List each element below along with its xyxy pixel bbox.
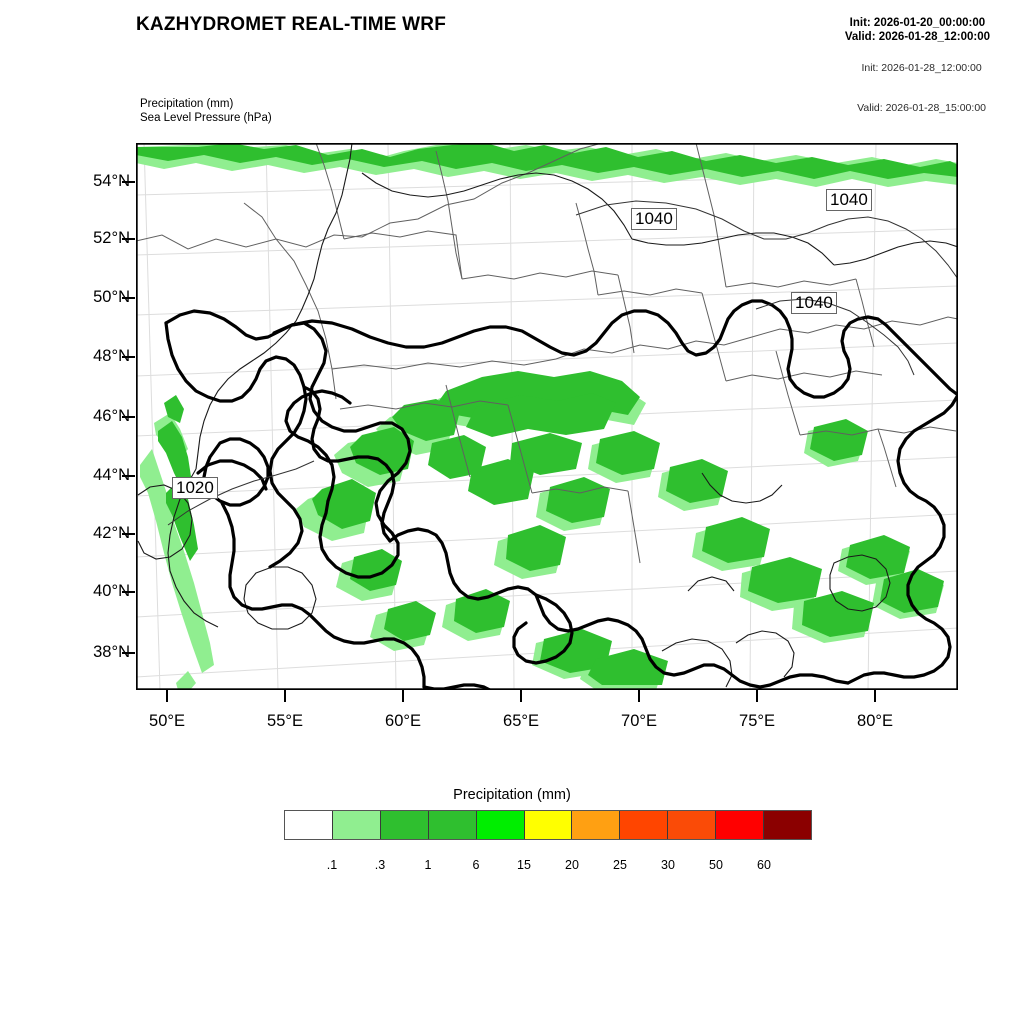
lon-tick-60E: [402, 690, 404, 702]
colorbar-swatch-4[interactable]: [476, 811, 525, 839]
forecast-cycle-meta: Init: 2026-01-20_00:00:00 Valid: 2026-01…: [845, 16, 990, 44]
lat-tick-52N: [122, 238, 135, 240]
lon-label-80E: 80°E: [857, 712, 893, 730]
lon-label-55E: 55°E: [267, 712, 303, 730]
colorbar-title: Precipitation (mm): [453, 787, 571, 803]
colorbar-swatch-3[interactable]: [428, 811, 477, 839]
lon-label-60E: 60°E: [385, 712, 421, 730]
lat-tick-40N: [122, 591, 135, 593]
colorbar-swatch-10[interactable]: [764, 811, 811, 839]
lon-tick-50E: [166, 690, 168, 702]
lat-label-50N: 50°N: [93, 288, 130, 306]
colorbar-tick-1: .3: [374, 858, 386, 872]
lat-tick-50N: [122, 297, 135, 299]
colorbar-tick-6: 25: [613, 858, 627, 872]
lat-label-44N: 44°N: [93, 466, 130, 484]
lat-tick-54N: [122, 181, 135, 183]
map-frame: [136, 143, 958, 690]
colorbar-tick-labels: .1 .3 1 6 15 20 25 30 50 60: [284, 858, 812, 876]
model-valid-time: Valid: 2026-01-28_12:00:00: [844, 31, 990, 43]
colorbar-swatch-2[interactable]: [380, 811, 429, 839]
colorbar-tick-2: 1: [424, 858, 432, 872]
colorbar-tick-4: 15: [517, 858, 531, 872]
lon-tick-65E: [520, 690, 522, 702]
colorbar-tick-7: 30: [661, 858, 675, 872]
lon-tick-55E: [284, 690, 286, 702]
precip-band-medium: [136, 143, 958, 685]
colorbar-swatch-0[interactable]: [285, 811, 333, 839]
lon-tick-80E: [874, 690, 876, 702]
field-slp-label: Sea Level Pressure (hPa): [140, 112, 272, 124]
lon-tick-75E: [756, 690, 758, 702]
lat-label-40N: 40°N: [93, 582, 130, 600]
colorbar-tick-3: 6: [472, 858, 480, 872]
contour-label-1040-b: 1040: [826, 189, 872, 211]
lat-label-54N: 54°N: [93, 172, 130, 190]
slp-contours: [167, 200, 958, 526]
colorbar-tick-0: .1: [326, 858, 338, 872]
lon-label-65E: 65°E: [503, 712, 539, 730]
lat-label-42N: 42°N: [93, 524, 130, 542]
field-precipitation-label: Precipitation (mm): [140, 98, 234, 110]
frame-valid-time: Valid: 2026-01-28_15:00:00: [857, 102, 986, 114]
lon-label-50E: 50°E: [149, 712, 185, 730]
colorbar-swatch-7[interactable]: [620, 811, 669, 839]
frame-init-time: Init: 2026-01-28_12:00:00: [861, 62, 982, 74]
lat-tick-44N: [122, 475, 135, 477]
colorbar-tick-9: 60: [757, 858, 771, 872]
colorbar-swatch-8[interactable]: [668, 811, 717, 839]
lon-tick-70E: [638, 690, 640, 702]
colorbar-swatch-5[interactable]: [524, 811, 573, 839]
lon-label-70E: 70°E: [621, 712, 657, 730]
colorbar-tick-5: 20: [565, 858, 579, 872]
contour-label-1040-c: 1040: [791, 292, 837, 314]
contour-label-1040-a: 1040: [631, 208, 677, 230]
frame-time-meta: Init: 2026-01-28_12:00:00 Valid: 2026-01…: [857, 48, 986, 128]
colorbar-tick-8: 50: [709, 858, 723, 872]
lat-tick-48N: [122, 356, 135, 358]
contour-label-1020: 1020: [172, 477, 218, 499]
colorbar-swatch-1[interactable]: [332, 811, 381, 839]
page-title: KAZHYDROMET REAL-TIME WRF: [136, 14, 447, 35]
lat-label-48N: 48°N: [93, 347, 130, 365]
precipitation-colorbar[interactable]: [284, 810, 812, 840]
lat-tick-38N: [122, 652, 135, 654]
lon-label-75E: 75°E: [739, 712, 775, 730]
lat-label-46N: 46°N: [93, 407, 130, 425]
internal-borders: [136, 143, 958, 564]
lat-label-38N: 38°N: [93, 643, 130, 661]
field-legend: Precipitation (mm) Sea Level Pressure (h…: [140, 97, 272, 125]
weather-map[interactable]: 1040 1040 1040 1020: [136, 143, 958, 690]
model-init-time: Init: 2026-01-20_00:00:00: [849, 17, 986, 29]
colorbar-swatch-9[interactable]: [716, 811, 765, 839]
lat-tick-42N: [122, 533, 135, 535]
lat-tick-46N: [122, 416, 135, 418]
lat-label-52N: 52°N: [93, 229, 130, 247]
colorbar-swatch-6[interactable]: [572, 811, 621, 839]
